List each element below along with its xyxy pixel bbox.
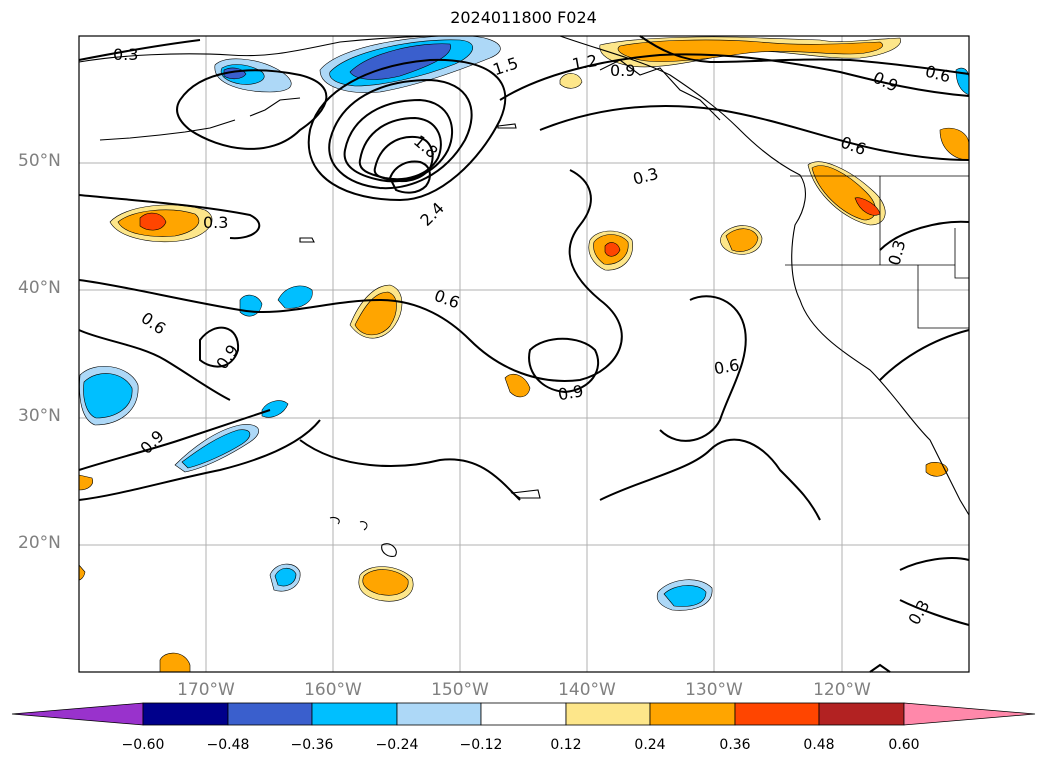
colorbar-tick: −0.24 [375,737,419,753]
lat-label: 40°N [18,278,61,298]
colorbar-segment [734,702,820,726]
positive-region [504,373,531,398]
colorbar [11,702,1036,726]
contour-label: 0.9 [556,381,584,404]
lat-label: 50°N [18,151,61,171]
lon-label: 140°W [558,680,616,700]
lon-label: 130°W [685,680,743,700]
lat-label: 20°N [18,533,61,553]
colorbar-tick: −0.60 [121,737,165,753]
gridlines [79,36,969,672]
contour-label: 0.6 [712,355,740,378]
contour-label: 1.2 [570,51,598,74]
lon-label: 150°W [431,680,489,700]
colorbar-segment [480,702,567,726]
colorbar-segment [311,702,398,726]
colorbar-segment [565,702,651,726]
colorbar-tick: 0.24 [634,737,666,753]
colorbar-tick: −0.48 [206,737,250,753]
colorbar-extend-max [903,702,1036,726]
positive-region [559,73,583,89]
colorbar-segment [818,702,905,726]
colorbar-segment [649,702,736,726]
map-title: 2024011800 F024 [450,8,597,27]
contour-lines [78,35,970,673]
colorbar-segment [227,702,313,726]
colorbar-segment [142,702,229,726]
contour-label: 0.3 [113,45,138,64]
colorbar-tick: 0.12 [550,737,582,753]
colorbar-tick: 0.48 [803,737,835,753]
colorbar-tick: 0.36 [719,737,751,753]
colorbar-tick: −0.12 [459,737,503,753]
lon-label: 170°W [177,680,235,700]
colorbar-tick: −0.36 [290,737,334,753]
borders [785,175,969,329]
contour-label: 0.9 [610,61,635,80]
positive-region [159,652,191,673]
lat-label: 30°N [18,406,61,426]
colorbar-segment [396,702,482,726]
colorbar-extend-min [11,702,144,726]
colorbar-tick: 0.60 [888,737,920,753]
lon-label: 160°W [304,680,362,700]
lon-label: 120°W [813,680,871,700]
contour-label: 0.3 [203,213,228,232]
coastlines [78,35,970,557]
